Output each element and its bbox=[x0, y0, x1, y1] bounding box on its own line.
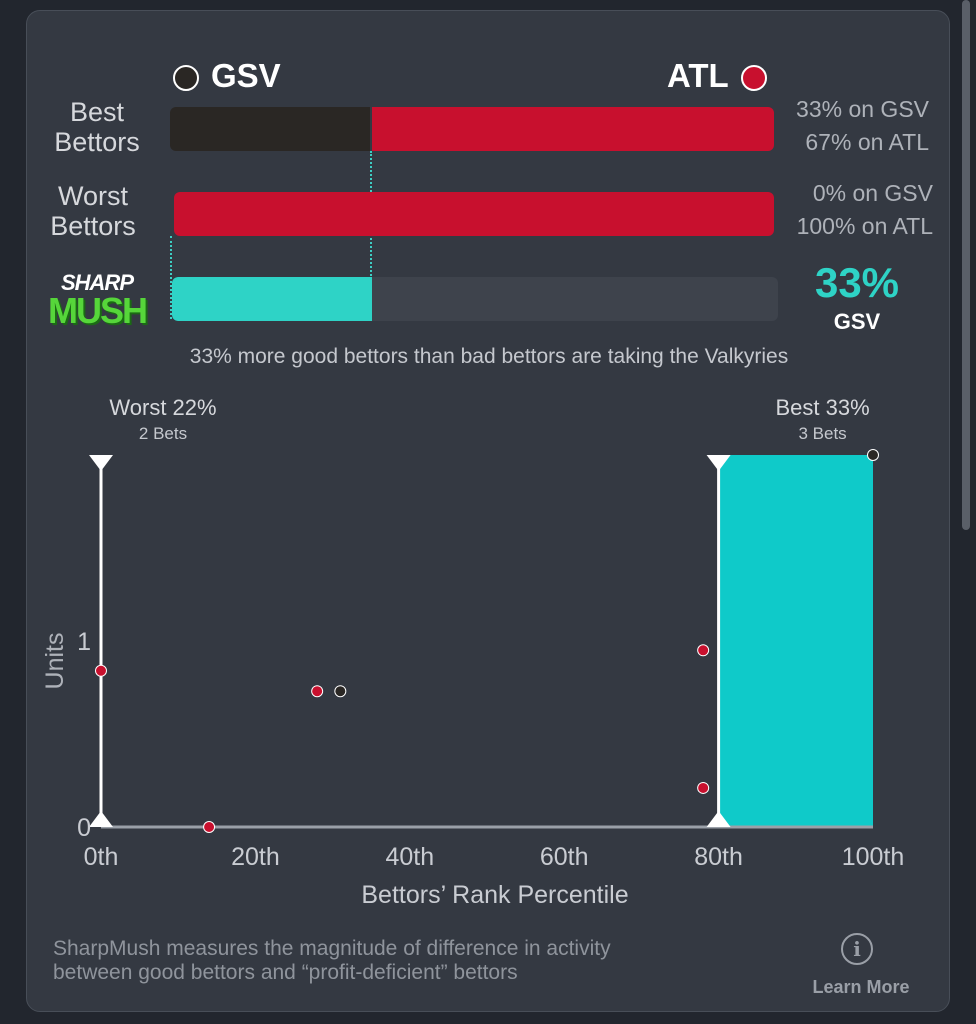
data-point-atl bbox=[311, 685, 324, 698]
sharpmush-bar bbox=[172, 277, 778, 321]
right-team-label: ATL bbox=[667, 57, 729, 94]
best-marker-top-triangle bbox=[706, 455, 731, 471]
y-axis-title: Units bbox=[41, 633, 69, 690]
gsv-team-dot bbox=[173, 65, 199, 91]
logo-text-mush: MUSH bbox=[48, 290, 148, 331]
sharpmush-percent: 33% bbox=[814, 259, 900, 306]
best-marker-sublabel: 3 Bets bbox=[798, 424, 846, 443]
worst-marker-bottom-triangle bbox=[89, 811, 113, 827]
best-stat-atl: 67% on ATL bbox=[805, 129, 929, 155]
footer-line2: between good bettors and “profit-deficie… bbox=[53, 961, 518, 984]
worst-label-line2: Bettors bbox=[50, 211, 136, 241]
x-tick-label: 0th bbox=[84, 843, 119, 871]
info-icon: i bbox=[841, 933, 873, 965]
scrollbar[interactable] bbox=[962, 0, 970, 530]
bettor-rank-chart: Worst 22% 2 Bets Best 33% 3 Bets 0th 20th 40th… bbox=[41, 395, 905, 909]
x-tick-label: 20th bbox=[231, 843, 280, 871]
left-team-label: GSV bbox=[211, 57, 281, 94]
data-point-gsv bbox=[334, 685, 347, 698]
footer-description: SharpMush measures the magnitude of diff… bbox=[53, 937, 793, 985]
y-tick-label: 1 bbox=[77, 628, 91, 656]
best-gsv-segment bbox=[170, 107, 370, 151]
sharpmush-logo: SHARP MUSH bbox=[37, 269, 157, 331]
worst-marker-label: Worst 22% bbox=[109, 395, 216, 420]
worst-stat-gsv: 0% on GSV bbox=[812, 180, 933, 206]
best-label-line1: Best bbox=[69, 97, 125, 127]
data-point-atl bbox=[697, 644, 710, 657]
best-bettors-label: Best Bettors bbox=[37, 97, 157, 157]
x-axis-title: Bettors’ Rank Percentile bbox=[361, 881, 628, 909]
info-icon-glyph: i bbox=[853, 937, 861, 961]
best-label-line2: Bettors bbox=[54, 127, 140, 157]
worst-marker-sublabel: 2 Bets bbox=[139, 424, 187, 443]
best-marker-bottom-triangle bbox=[706, 811, 731, 827]
data-point-atl bbox=[203, 821, 216, 833]
learn-more-label: Learn More bbox=[812, 977, 910, 997]
best-marker-label: Best 33% bbox=[776, 395, 870, 420]
best-region-area bbox=[718, 455, 873, 827]
best-bettors-bar bbox=[170, 107, 774, 151]
sharpmush-bar-fill bbox=[172, 277, 372, 321]
worst-stat-atl: 100% on ATL bbox=[796, 213, 933, 239]
data-point-atl bbox=[95, 664, 107, 677]
atl-team-dot bbox=[741, 65, 767, 91]
best-bettors-stats: 33% on GSV 67% on ATL bbox=[767, 93, 929, 159]
worst-bettors-bar bbox=[174, 192, 774, 236]
learn-more-button[interactable]: i Learn More bbox=[801, 931, 921, 1001]
worst-marker-top-triangle bbox=[89, 455, 113, 471]
data-point-atl bbox=[697, 781, 710, 794]
worst-label-line1: Worst bbox=[57, 181, 128, 211]
x-tick-label: 80th bbox=[694, 843, 743, 871]
x-tick-label: 60th bbox=[540, 843, 589, 871]
y-tick-label: 0 bbox=[77, 814, 91, 842]
x-tick-label: 40th bbox=[385, 843, 434, 871]
data-point-gsv bbox=[867, 449, 879, 461]
best-stat-gsv: 33% on GSV bbox=[796, 96, 929, 122]
logo-text-sharp: SHARP bbox=[60, 270, 134, 295]
worst-bettors-label: Worst Bettors bbox=[33, 181, 153, 241]
best-atl-segment bbox=[372, 107, 774, 151]
sharpmush-summary: 33% more good bettors than bad bettors a… bbox=[189, 345, 789, 368]
footer-line1: SharpMush measures the magnitude of diff… bbox=[53, 937, 611, 960]
sharpmush-team: GSV bbox=[833, 309, 881, 334]
sharpmush-card: GSV ATL Best Bettors 33% on GSV 67% on A… bbox=[26, 10, 950, 1012]
x-tick-label: 100th bbox=[842, 843, 905, 871]
worst-divider-guide bbox=[170, 236, 172, 319]
worst-bettors-stats: 0% on GSV 100% on ATL bbox=[767, 177, 933, 243]
